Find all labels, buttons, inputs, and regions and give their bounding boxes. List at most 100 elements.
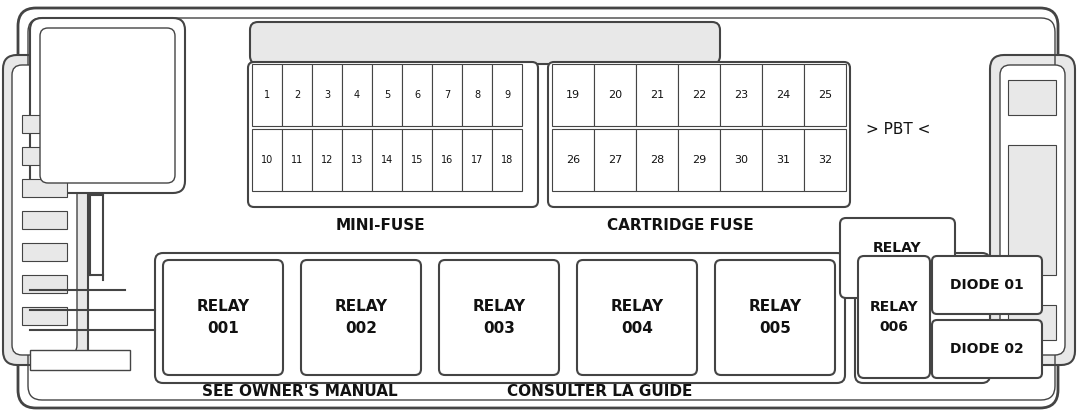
Bar <box>371 64 402 126</box>
Text: CONSULTER LA GUIDE: CONSULTER LA GUIDE <box>507 385 693 400</box>
Text: 26: 26 <box>566 155 580 165</box>
FancyBboxPatch shape <box>854 253 990 383</box>
Text: MINI-FUSE: MINI-FUSE <box>335 217 425 232</box>
Text: 30: 30 <box>734 155 748 165</box>
Bar <box>492 64 522 126</box>
Bar <box>342 64 371 126</box>
Text: RELAY
002: RELAY 002 <box>335 299 388 336</box>
Text: RELAY
005: RELAY 005 <box>748 299 801 336</box>
FancyBboxPatch shape <box>248 62 538 207</box>
Bar <box>720 64 762 126</box>
FancyBboxPatch shape <box>932 256 1042 314</box>
Text: DIODE 02: DIODE 02 <box>950 342 1023 356</box>
Bar <box>252 64 282 126</box>
Text: 15: 15 <box>410 155 423 165</box>
Bar <box>22 211 67 229</box>
Text: 17: 17 <box>471 155 483 165</box>
FancyBboxPatch shape <box>12 65 77 355</box>
Text: 8: 8 <box>474 90 480 100</box>
Text: RELAY
001: RELAY 001 <box>196 299 249 336</box>
Text: 7: 7 <box>444 90 451 100</box>
Text: RELAY
003: RELAY 003 <box>472 299 525 336</box>
Bar <box>678 129 720 191</box>
Bar <box>402 64 432 126</box>
Bar <box>30 350 130 370</box>
Bar <box>312 64 342 126</box>
Bar <box>432 129 462 191</box>
FancyBboxPatch shape <box>3 55 88 365</box>
Bar <box>22 179 67 197</box>
Bar <box>762 64 804 126</box>
Bar <box>804 64 846 126</box>
Bar <box>1008 145 1056 275</box>
Bar <box>22 243 67 261</box>
Bar <box>462 129 492 191</box>
Text: 5: 5 <box>383 90 390 100</box>
FancyBboxPatch shape <box>30 18 185 193</box>
Text: 22: 22 <box>692 90 706 100</box>
Bar <box>720 129 762 191</box>
Text: 12: 12 <box>321 155 334 165</box>
Text: 4: 4 <box>354 90 360 100</box>
Bar <box>552 64 593 126</box>
Text: 20: 20 <box>608 90 622 100</box>
Bar <box>22 147 67 165</box>
Text: 14: 14 <box>381 155 393 165</box>
Bar <box>252 129 282 191</box>
Bar <box>492 129 522 191</box>
Bar <box>402 129 432 191</box>
Text: CARTRIDGE FUSE: CARTRIDGE FUSE <box>606 217 754 232</box>
Bar <box>432 64 462 126</box>
Text: 9: 9 <box>504 90 510 100</box>
Text: 24: 24 <box>775 90 791 100</box>
FancyBboxPatch shape <box>858 256 930 378</box>
FancyBboxPatch shape <box>164 260 283 375</box>
Text: RELAY
006: RELAY 006 <box>870 300 918 334</box>
Text: 16: 16 <box>441 155 453 165</box>
Bar <box>678 64 720 126</box>
FancyBboxPatch shape <box>250 22 720 64</box>
FancyBboxPatch shape <box>715 260 835 375</box>
Bar <box>804 129 846 191</box>
Text: 13: 13 <box>351 155 363 165</box>
Bar <box>22 275 67 293</box>
Bar <box>1008 80 1056 115</box>
FancyBboxPatch shape <box>1000 65 1065 355</box>
Text: 18: 18 <box>500 155 513 165</box>
Text: 23: 23 <box>734 90 748 100</box>
Bar <box>593 64 636 126</box>
Text: 31: 31 <box>777 155 790 165</box>
Text: > PBT <: > PBT < <box>865 122 930 138</box>
Bar <box>342 129 371 191</box>
Bar <box>312 129 342 191</box>
Bar <box>1008 305 1056 340</box>
Text: 11: 11 <box>291 155 303 165</box>
FancyBboxPatch shape <box>301 260 421 375</box>
FancyBboxPatch shape <box>840 218 955 298</box>
Text: 6: 6 <box>414 90 420 100</box>
Text: 10: 10 <box>261 155 273 165</box>
FancyBboxPatch shape <box>18 8 1058 408</box>
Bar <box>593 129 636 191</box>
Text: 2: 2 <box>293 90 300 100</box>
Text: RELAY
004: RELAY 004 <box>611 299 664 336</box>
Bar <box>552 129 593 191</box>
Text: 28: 28 <box>650 155 664 165</box>
Bar <box>22 307 67 325</box>
FancyBboxPatch shape <box>155 253 845 383</box>
Text: 3: 3 <box>324 90 330 100</box>
Text: 32: 32 <box>818 155 832 165</box>
FancyBboxPatch shape <box>40 28 175 183</box>
FancyBboxPatch shape <box>577 260 697 375</box>
Text: 19: 19 <box>566 90 580 100</box>
Bar <box>462 64 492 126</box>
Text: 1: 1 <box>264 90 270 100</box>
Bar <box>282 64 312 126</box>
Bar <box>636 129 678 191</box>
Text: 25: 25 <box>818 90 832 100</box>
Text: SEE OWNER'S MANUAL: SEE OWNER'S MANUAL <box>203 385 397 400</box>
Text: RELAY
007: RELAY 007 <box>873 241 922 275</box>
Bar <box>371 129 402 191</box>
FancyBboxPatch shape <box>439 260 559 375</box>
FancyBboxPatch shape <box>932 320 1042 378</box>
